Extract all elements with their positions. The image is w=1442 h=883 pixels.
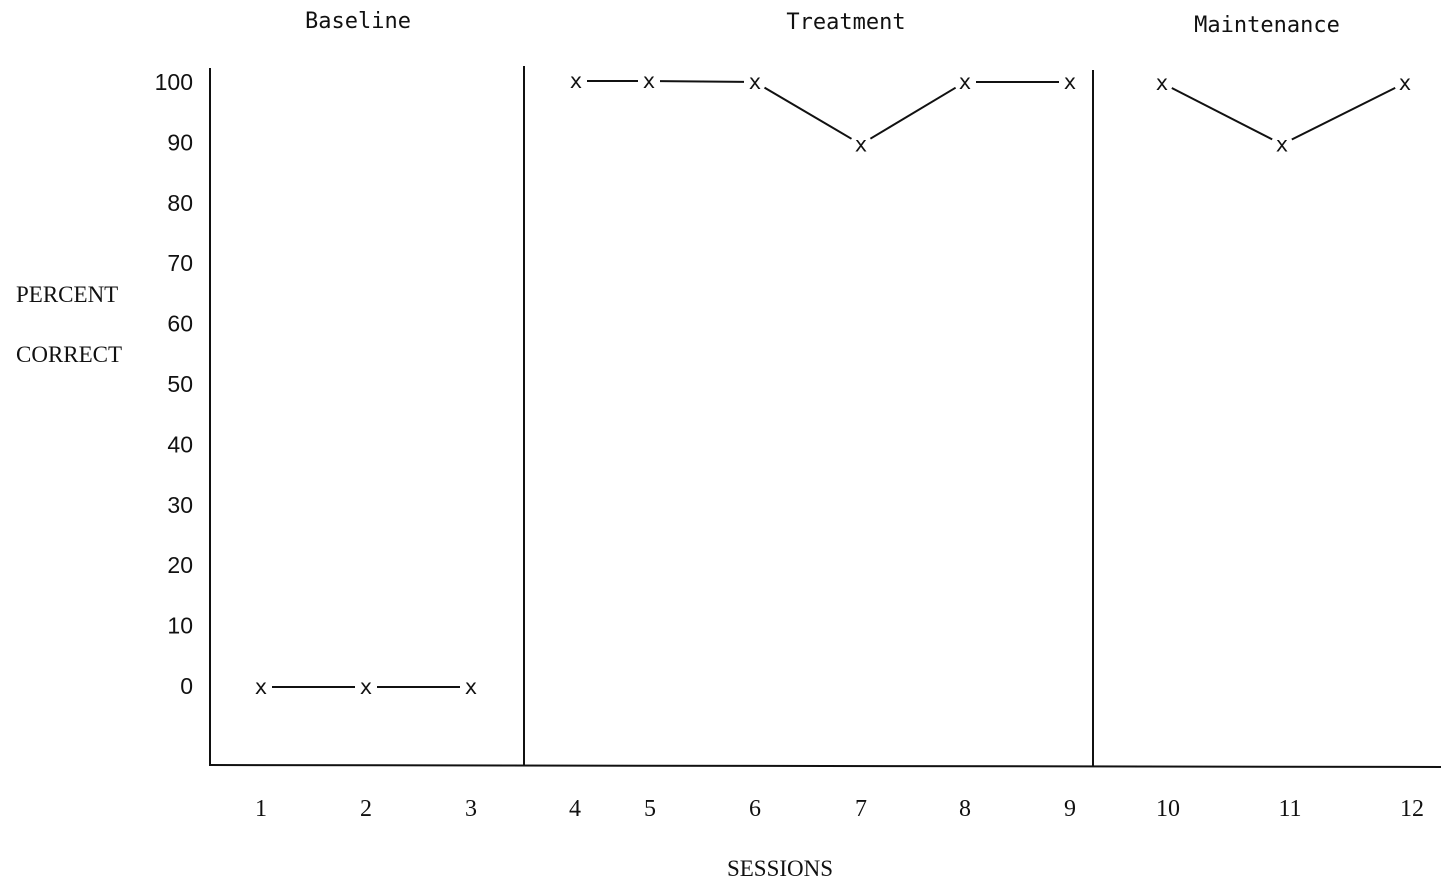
x-tick-label: 5: [644, 796, 656, 822]
y-tick-label: 70: [167, 250, 193, 276]
data-point-marker: x: [1276, 132, 1289, 156]
y-tick-label: 90: [167, 129, 193, 155]
x-axis: [208, 764, 1442, 768]
x-tick-label: 4: [569, 796, 581, 822]
y-tick-label: 80: [167, 190, 193, 216]
data-point-marker: x: [1156, 71, 1169, 95]
line-segment: [1291, 87, 1396, 141]
data-point-marker: x: [643, 69, 656, 93]
x-tick-label: 2: [360, 796, 372, 822]
x-tick-label: 1: [255, 796, 267, 822]
x-tick-label: 7: [855, 796, 867, 822]
data-series: x x x x x x x x x x x x: [255, 69, 1412, 699]
y-tick-label: 10: [167, 613, 193, 639]
data-point-marker: x: [855, 132, 868, 156]
line-segment: [869, 86, 957, 140]
y-tick-label: 30: [167, 492, 193, 518]
data-point-marker: x: [255, 675, 268, 699]
y-tick-label: 20: [167, 552, 193, 578]
y-tick-label: 60: [167, 311, 193, 337]
data-point-marker: x: [749, 70, 762, 94]
y-axis-title-line-1: PERCENT: [16, 282, 118, 307]
x-tick-label: 8: [959, 796, 971, 822]
axis-titles: PERCENT CORRECT SESSIONS: [16, 282, 833, 881]
data-point-marker: x: [1399, 71, 1412, 95]
line-segment: [1171, 87, 1273, 141]
data-point-marker: x: [465, 675, 478, 699]
phase-label-maintenance: Maintenance: [1194, 13, 1340, 38]
data-point-marker: x: [570, 69, 583, 93]
data-point-marker: x: [959, 70, 972, 94]
x-tick-label: 10: [1156, 796, 1180, 822]
y-tick-label: 100: [155, 69, 193, 95]
line-segment: [763, 86, 853, 140]
phase-label-baseline: Baseline: [305, 9, 411, 34]
phase-label-treatment: Treatment: [786, 10, 905, 35]
x-tick-label: 3: [465, 796, 477, 822]
x-tick-label: 11: [1278, 796, 1301, 822]
data-point-marker: x: [1064, 70, 1077, 94]
x-tick-label: 9: [1064, 796, 1076, 822]
x-tick-labels: 1 2 3 4 5 6 7 8 9 10 11 12: [255, 796, 1424, 822]
x-tick-label: 6: [749, 796, 761, 822]
phase-labels: Baseline Treatment Maintenance: [305, 9, 1340, 38]
x-tick-label: 12: [1400, 796, 1424, 822]
data-point-marker: x: [360, 675, 373, 699]
x-axis-title: SESSIONS: [727, 856, 833, 881]
y-tick-label: 0: [180, 673, 193, 699]
chart-axes: [208, 66, 1442, 768]
y-tick-label: 40: [167, 431, 193, 457]
line-segment: [659, 80, 745, 83]
y-tick-label: 50: [167, 371, 193, 397]
y-axis-title-line-2: CORRECT: [16, 342, 122, 367]
